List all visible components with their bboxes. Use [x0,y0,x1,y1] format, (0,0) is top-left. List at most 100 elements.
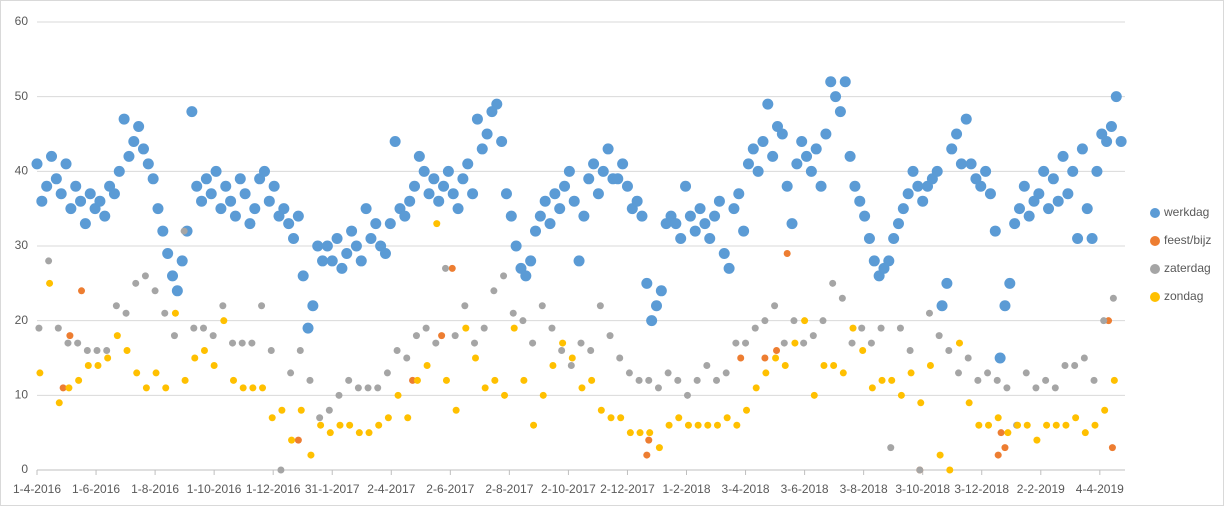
point [926,361,934,369]
point [596,302,604,310]
point [36,195,48,207]
point [481,384,489,392]
point [1057,150,1069,162]
point [587,347,595,355]
point [302,322,314,334]
point [592,188,604,200]
point [815,180,827,192]
point [694,203,706,215]
point [501,391,509,399]
point [239,384,247,392]
point [786,218,798,230]
point [248,339,256,347]
point [878,376,886,384]
point [617,414,625,422]
point [423,361,431,369]
point [296,347,304,355]
point [1004,277,1016,289]
point [413,150,425,162]
point [1110,376,1118,384]
point [442,165,454,177]
point [219,302,227,310]
point [1067,165,1079,177]
point [132,279,140,287]
point [133,369,141,377]
point [244,218,256,230]
point [383,369,391,377]
point [141,272,149,280]
x-tick-label: 2-8-2017 [485,482,533,496]
point [737,354,745,362]
point [568,354,576,362]
point [509,309,517,317]
point [64,339,72,347]
point [448,264,456,272]
point [336,421,344,429]
point [54,324,62,332]
point [103,347,111,355]
point [112,302,120,310]
point [258,302,266,310]
point [1052,195,1064,207]
point [781,361,789,369]
axes: 0 10 20 30 40 50 60 1-4-2016 1-6-2016 1-8-2016 1-1… [13,14,1125,496]
point [1110,91,1122,103]
point [631,195,643,207]
point [534,210,546,222]
point [520,376,528,384]
point [643,451,651,459]
point [955,369,963,377]
point [762,98,774,110]
point [722,369,730,377]
point [225,195,237,207]
point [451,332,459,340]
point [1032,384,1040,392]
point [946,143,958,155]
point [742,158,754,170]
point [346,225,358,237]
point [520,270,532,282]
point [519,317,527,325]
point [355,429,363,437]
point [113,165,125,177]
x-tick-label: 2-2-2019 [1017,482,1065,496]
point [713,421,721,429]
point [229,210,241,222]
point [409,376,417,384]
point [751,324,759,332]
point [773,347,781,355]
point [93,347,101,355]
legend-label: werkdag [1163,205,1209,219]
point [292,210,304,222]
point [626,429,634,437]
point [897,203,909,215]
y-tick-label: 10 [15,388,29,402]
point [268,414,276,422]
point [249,203,261,215]
point [481,128,493,140]
point [863,233,875,245]
point [693,376,701,384]
point [404,414,412,422]
point [312,240,324,252]
point [1101,135,1113,147]
point [965,399,973,407]
point [467,188,479,200]
point [190,324,198,332]
point [935,332,943,340]
point [263,195,275,207]
point [1072,414,1080,422]
x-tick-label: 3-6-2018 [781,482,829,496]
point [191,354,199,362]
point [916,466,924,474]
point [171,285,183,297]
point [122,309,130,317]
point [989,225,1001,237]
legend-label: zondag [1164,289,1203,303]
x-tick-label: 4-4-2019 [1076,482,1124,496]
point [137,143,149,155]
point [412,332,420,340]
point [617,158,629,170]
point [723,414,731,422]
point [994,352,1006,364]
